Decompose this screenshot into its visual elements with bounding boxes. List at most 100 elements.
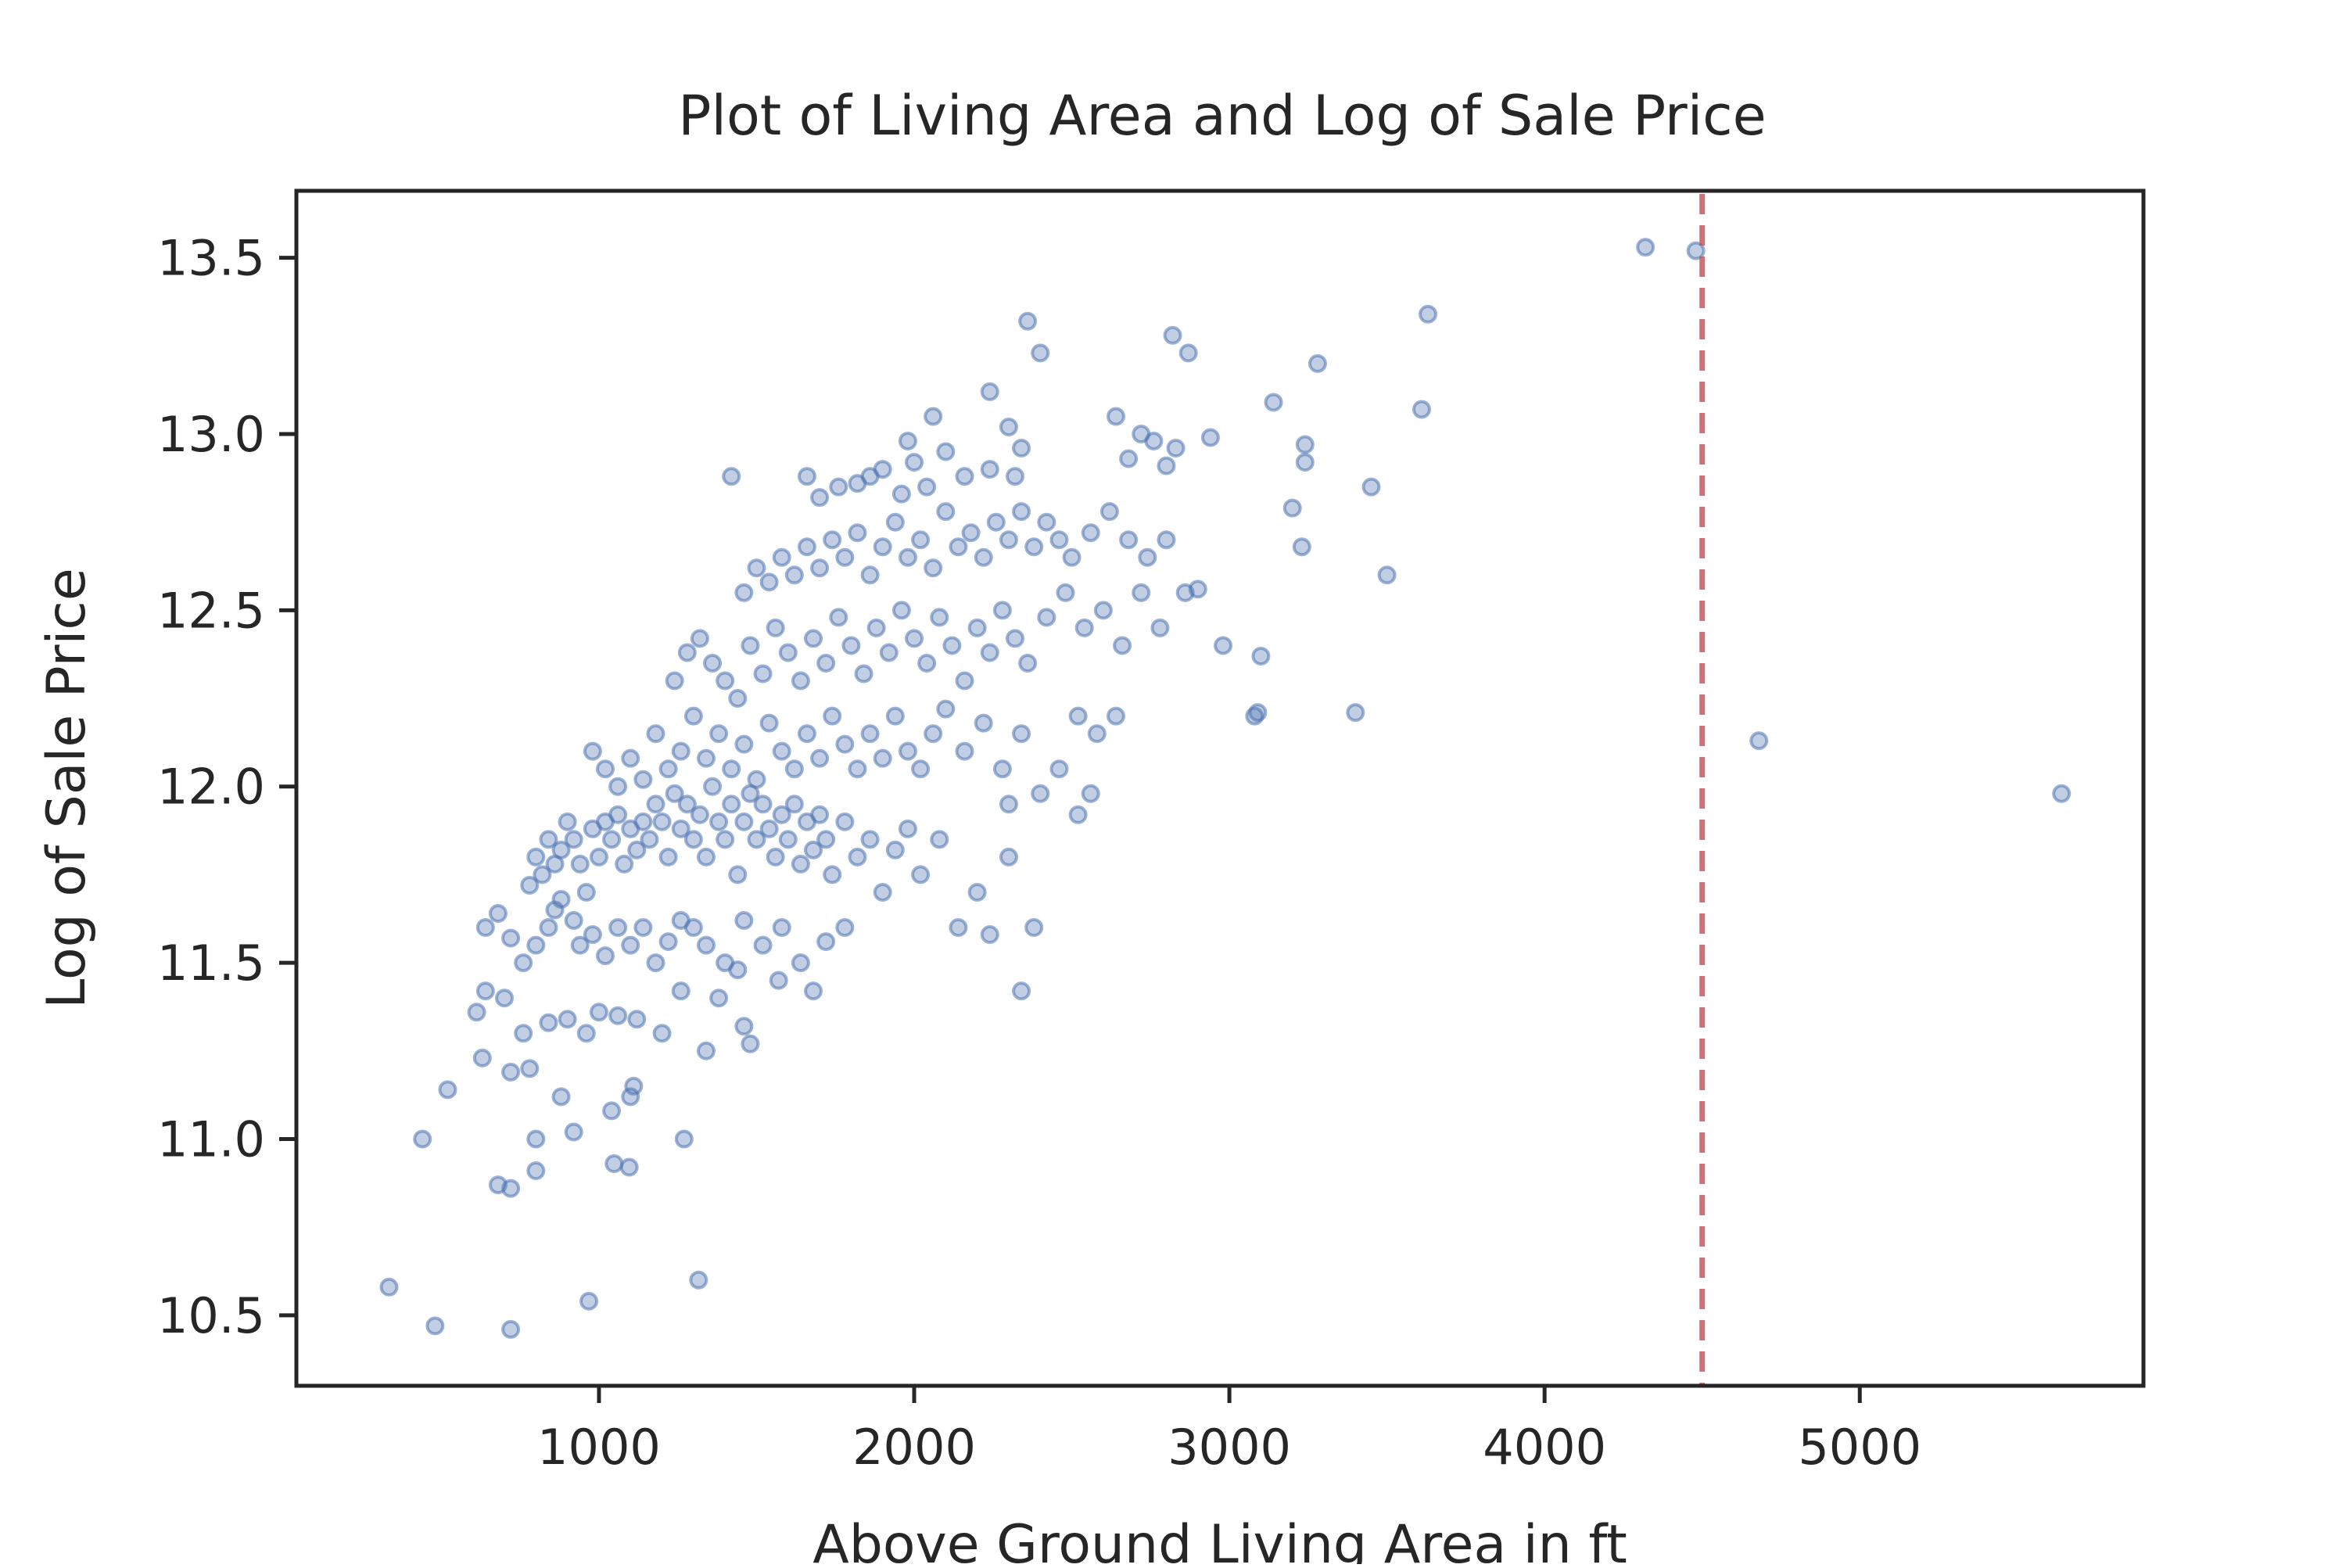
- data-point: [526, 935, 546, 955]
- data-point: [1636, 238, 1655, 257]
- data-point: [1188, 579, 1207, 599]
- data-point: [621, 748, 640, 768]
- data-point: [835, 812, 855, 831]
- data-point: [1031, 784, 1050, 803]
- data-point: [1119, 449, 1139, 468]
- data-point: [905, 629, 924, 648]
- data-point: [608, 777, 628, 796]
- data-point: [873, 537, 892, 557]
- data-point: [1119, 530, 1139, 550]
- data-point: [596, 946, 615, 966]
- data-point: [1419, 304, 1438, 324]
- data-point: [703, 777, 723, 796]
- data-point: [999, 417, 1018, 436]
- data-point: [1361, 477, 1381, 497]
- data-point: [1068, 805, 1088, 824]
- data-point: [551, 1087, 571, 1107]
- data-point: [797, 724, 816, 744]
- data-point: [772, 918, 791, 938]
- data-point: [488, 904, 508, 924]
- data-point: [766, 618, 785, 637]
- data-point: [564, 911, 583, 931]
- data-point: [797, 467, 816, 486]
- data-point: [379, 1277, 399, 1297]
- data-point: [879, 643, 899, 662]
- data-point: [804, 629, 823, 648]
- data-point: [1031, 343, 1050, 363]
- data-point: [1200, 428, 1220, 447]
- data-point: [1308, 353, 1327, 373]
- data-point: [753, 664, 773, 684]
- data-point: [526, 1129, 546, 1149]
- data-point: [1056, 583, 1075, 602]
- data-point: [1264, 393, 1283, 412]
- data-point: [475, 918, 495, 938]
- data-point: [658, 932, 678, 952]
- data-point: [696, 748, 716, 768]
- data-point: [924, 407, 943, 426]
- data-point: [1024, 918, 1044, 938]
- data-point: [671, 819, 691, 838]
- data-point: [495, 989, 515, 1008]
- data-point: [627, 1010, 647, 1029]
- data-point: [810, 805, 830, 824]
- data-point: [1093, 601, 1113, 620]
- data-point: [734, 583, 754, 602]
- data-point: [501, 1179, 521, 1198]
- data-point: [854, 664, 873, 684]
- data-point: [564, 1122, 583, 1142]
- data-point: [520, 875, 540, 895]
- data-point: [823, 865, 842, 884]
- data-point: [551, 840, 571, 859]
- data-point: [2052, 784, 2072, 803]
- data-point: [1166, 439, 1186, 458]
- data-point: [633, 770, 653, 789]
- x-tick-label: 5000: [1798, 1419, 1921, 1476]
- data-point: [646, 795, 665, 814]
- data-point: [1749, 731, 1769, 751]
- data-point: [974, 713, 993, 733]
- x-tick-label: 2000: [852, 1419, 976, 1476]
- data-point: [646, 953, 665, 973]
- data-point: [949, 537, 968, 557]
- data-point: [716, 830, 735, 849]
- data-point: [709, 989, 729, 1008]
- data-point: [1251, 646, 1271, 666]
- data-point: [1081, 523, 1100, 543]
- data-point: [1012, 981, 1031, 1001]
- data-point: [501, 1062, 521, 1082]
- data-point: [1074, 618, 1094, 637]
- data-point: [624, 1076, 644, 1096]
- data-point: [797, 537, 816, 557]
- data-point: [917, 653, 937, 673]
- data-point: [898, 819, 917, 838]
- data-point: [1157, 530, 1176, 550]
- data-point: [980, 925, 999, 945]
- data-point: [1049, 530, 1069, 550]
- data-point: [526, 847, 546, 867]
- data-point: [930, 830, 949, 849]
- data-point: [677, 795, 697, 814]
- data-point: [1292, 537, 1311, 557]
- data-point: [753, 795, 773, 814]
- data-point: [766, 847, 785, 867]
- data-point: [558, 812, 577, 831]
- data-point: [722, 759, 741, 779]
- data-point: [911, 530, 931, 550]
- data-point: [1012, 502, 1031, 522]
- data-point: [1049, 759, 1069, 779]
- data-point: [866, 618, 886, 637]
- data-point: [967, 618, 987, 637]
- data-point: [753, 935, 773, 955]
- x-tick-label: 4000: [1483, 1419, 1606, 1476]
- data-point: [860, 565, 880, 585]
- data-point: [652, 1024, 672, 1043]
- data-point: [671, 741, 691, 761]
- data-point: [1106, 407, 1125, 426]
- data-point: [1113, 636, 1132, 655]
- data-point: [1037, 512, 1056, 532]
- data-point: [772, 547, 791, 567]
- data-point: [936, 699, 956, 719]
- data-point: [1282, 498, 1302, 518]
- data-point: [690, 805, 709, 824]
